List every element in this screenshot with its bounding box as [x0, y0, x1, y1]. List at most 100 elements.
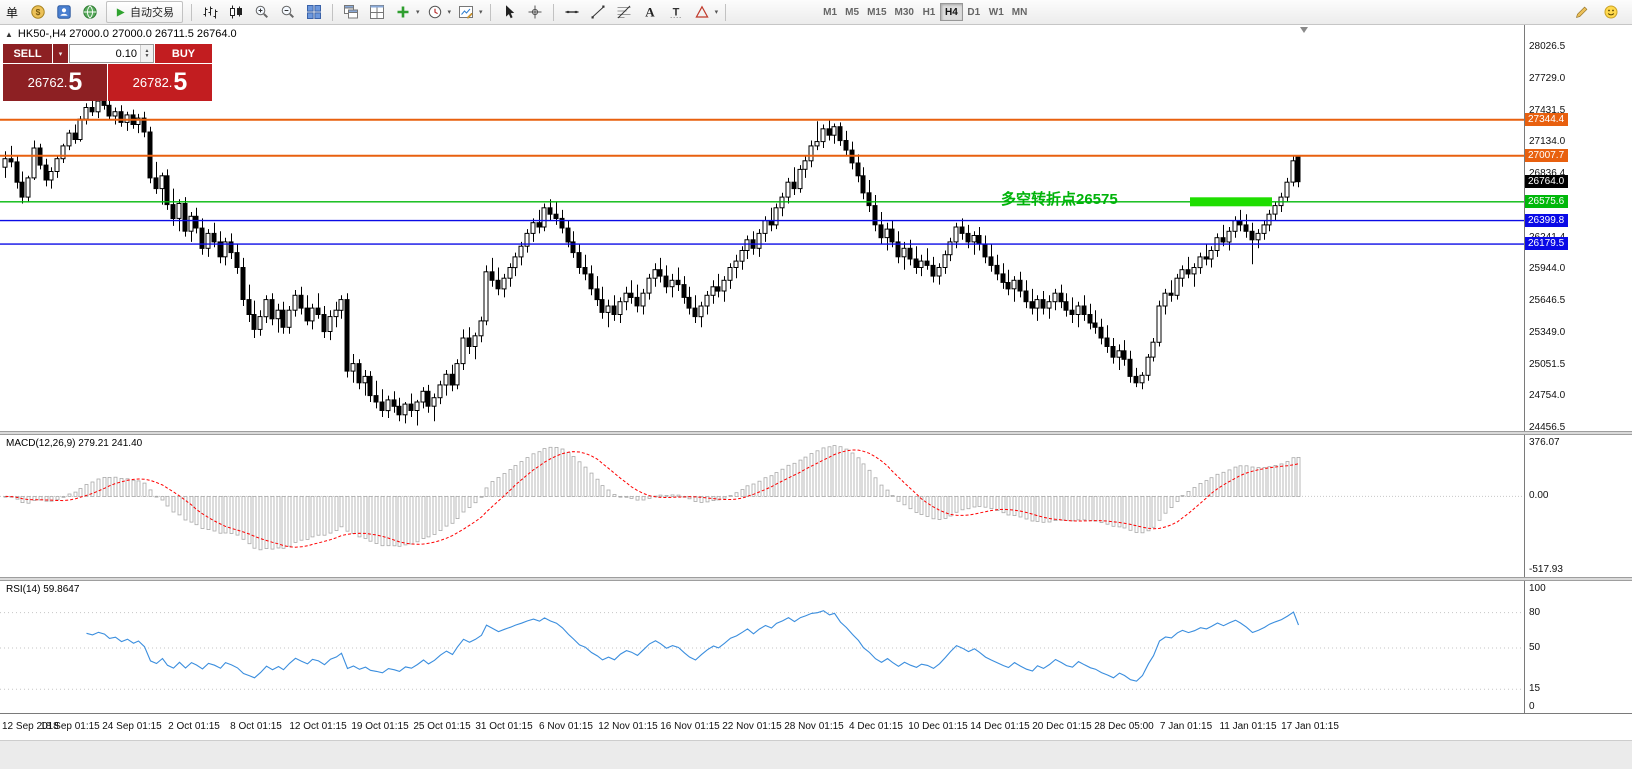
timeframe-button-m5[interactable]: M5	[845, 6, 860, 18]
chevron-down-icon[interactable]: ▾	[479, 9, 483, 16]
time-axis-label: 17 Jan 01:15	[1281, 721, 1339, 732]
price-axis-label: 24456.5	[1529, 422, 1566, 433]
text-label-icon[interactable]: T	[664, 2, 688, 22]
buy-price-big-digit: 5	[173, 68, 188, 96]
toolbar-separator	[725, 3, 727, 21]
panel-separator[interactable]	[0, 577, 1632, 581]
timeframe-button-m30[interactable]: M30	[894, 6, 914, 18]
volume-spinner[interactable]: ▲ ▼	[140, 45, 153, 62]
timeframe-button-mn[interactable]: MN	[1011, 6, 1028, 18]
time-axis-label: 24 Sep 01:15	[102, 721, 162, 732]
timeframe-button-w1[interactable]: W1	[988, 6, 1004, 18]
time-axis-label: 18 Sep 01:15	[40, 721, 100, 732]
price-axis-label: 27729.0	[1529, 72, 1566, 84]
price-axis[interactable]: 28026.527729.027431.527134.026836.426539…	[1524, 25, 1632, 713]
rsi-axis-label: 0	[1529, 701, 1535, 712]
crosshair-icon[interactable]	[523, 2, 547, 22]
time-axis-label: 28 Dec 05:00	[1094, 721, 1154, 732]
time-axis[interactable]: 12 Sep 2018 18 Sep 01:15 24 Sep 01:15 2 Oct…	[0, 713, 1632, 740]
add-indicator-icon[interactable]	[391, 2, 415, 22]
annotation-text[interactable]: 多空转折点26575	[1001, 191, 1118, 208]
price-axis-label: 26836.4	[1529, 168, 1566, 179]
play-icon	[116, 7, 125, 17]
timeframe-button-m15[interactable]: M15	[867, 6, 887, 18]
zoom-in-icon[interactable]	[250, 2, 274, 22]
sell-button[interactable]: SELL	[3, 44, 52, 63]
price-axis-label: 25944.0	[1529, 263, 1566, 275]
chart-title-text: HK50-,H4 27000.0 27000.0 26711.5 26764.0	[17, 28, 237, 40]
chevron-down-icon[interactable]: ▾	[416, 9, 420, 16]
price-badge: 27344.4	[1525, 112, 1569, 126]
horizontal-lines[interactable]	[0, 118, 1524, 245]
sell-price-button[interactable]: 26762. 5	[3, 64, 107, 101]
buy-price-button[interactable]: 26782. 5	[108, 64, 212, 101]
smiley-icon[interactable]	[1599, 2, 1623, 22]
macd-axis-label: 376.07	[1529, 437, 1560, 448]
chevron-down-icon[interactable]: ▾	[714, 9, 719, 16]
bar-chart-icon[interactable]	[198, 2, 222, 22]
timeframe-button-h1[interactable]: H1	[922, 6, 936, 18]
price-axis-label: 27431.5	[1529, 104, 1566, 116]
price-axis-label: 25051.5	[1529, 358, 1566, 370]
period-clock-icon[interactable]	[423, 2, 447, 22]
pencil-icon[interactable]	[1570, 2, 1594, 22]
macd-panel[interactable]: MACD(12,26,9) 279.21 241.40	[0, 435, 1524, 577]
rsi-plot	[0, 610, 1524, 690]
timeframe-button-d1[interactable]: D1	[967, 6, 981, 18]
svg-text:T: T	[672, 7, 679, 19]
fibonacci-icon[interactable]	[612, 2, 636, 22]
support-icon[interactable]	[52, 2, 76, 22]
price-axis-label: 24754.0	[1529, 390, 1566, 402]
macd-label: MACD(12,26,9) 279.21 241.40	[6, 438, 143, 449]
chart-window[interactable]: ▲ HK50-,H4 27000.0 27000.0 26711.5 26764…	[0, 25, 1524, 431]
price-badge: 27007.7	[1525, 148, 1569, 162]
timeframe-button-m1[interactable]: M1	[823, 6, 838, 18]
autotrading-label: 自动交易	[130, 7, 175, 19]
toolbar-separator	[552, 3, 554, 21]
timeframe-group: M1 M5 M15 M30 H1 H4 D1 W1 MN	[819, 3, 1031, 21]
cursor-icon[interactable]	[497, 2, 521, 22]
rsi-panel[interactable]: RSI(14) 59.8647	[0, 581, 1524, 713]
time-axis-label: 22 Nov 01:15	[722, 721, 782, 732]
status-strip	[0, 740, 1632, 769]
tile-windows-icon[interactable]	[302, 2, 326, 22]
rsi-axis-label: 50	[1529, 642, 1541, 653]
time-axis-label: 25 Oct 01:15	[413, 721, 471, 732]
horizontal-line-icon[interactable]	[560, 2, 584, 22]
buy-price: 26782.	[132, 75, 173, 90]
time-axis-label: 19 Oct 01:15	[351, 721, 409, 732]
community-icon[interactable]	[78, 2, 102, 22]
text-icon[interactable]: A	[638, 2, 662, 22]
candle-wicks	[5, 92, 1299, 426]
price-axis-label: 25349.0	[1529, 326, 1566, 338]
toolbar-separator	[489, 3, 491, 21]
trendline-icon[interactable]	[586, 2, 610, 22]
cascade-windows-icon[interactable]	[339, 2, 363, 22]
sell-price-big-digit: 5	[68, 68, 83, 96]
zoom-out-icon[interactable]	[276, 2, 300, 22]
chart-shift-marker[interactable]	[1300, 27, 1308, 33]
shapes-icon[interactable]	[690, 2, 714, 22]
svg-text:A: A	[645, 5, 655, 20]
volume-input[interactable]: 0.10 ▲ ▼	[69, 44, 154, 63]
orders-menu-item[interactable]: 单	[6, 5, 19, 20]
time-axis-label: 12 Oct 01:15	[289, 721, 347, 732]
one-click-toggle-icon[interactable]: ▲	[5, 29, 13, 39]
trade-options-dropdown[interactable]: ▾	[53, 44, 68, 63]
panel-separator[interactable]	[0, 431, 1632, 435]
timeframe-button-h4[interactable]: H4	[939, 3, 963, 21]
price-axis-label: 28026.5	[1529, 41, 1566, 52]
candlestick-chart-icon[interactable]	[224, 2, 248, 22]
rsi-axis-label: 15	[1529, 683, 1541, 695]
price-badge: 26764.0	[1525, 174, 1569, 188]
autotrading-button[interactable]: 自动交易	[106, 1, 184, 23]
rsi-axis-label: 100	[1529, 583, 1546, 594]
arrange-windows-icon[interactable]	[365, 2, 389, 22]
candlestick-chart[interactable]	[0, 25, 1524, 431]
deposit-icon[interactable]: $	[26, 2, 50, 22]
toolbar-separator	[332, 3, 334, 21]
template-icon[interactable]	[454, 2, 478, 22]
macd-axis-label: -517.93	[1529, 564, 1563, 575]
chevron-down-icon[interactable]: ▾	[447, 9, 452, 16]
buy-button[interactable]: BUY	[155, 44, 212, 63]
